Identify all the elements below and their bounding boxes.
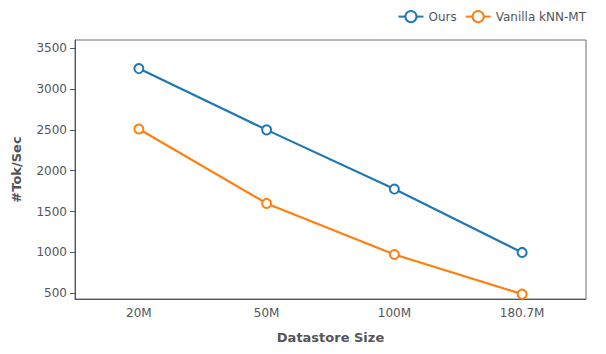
svg-text:Vanilla kNN-MT: Vanilla kNN-MT: [496, 10, 587, 24]
svg-text:1000: 1000: [36, 245, 67, 259]
svg-text:50M: 50M: [254, 306, 280, 320]
svg-text:Ours: Ours: [428, 10, 456, 24]
svg-text:3500: 3500: [36, 41, 67, 55]
svg-text:2000: 2000: [36, 164, 67, 178]
svg-text:500: 500: [44, 286, 67, 300]
svg-text:180.7M: 180.7M: [500, 306, 545, 320]
svg-text:100M: 100M: [378, 306, 411, 320]
svg-text:2500: 2500: [36, 123, 67, 137]
svg-text:1500: 1500: [36, 205, 67, 219]
svg-text:#Tok/Sec: #Tok/Sec: [9, 136, 24, 202]
svg-text:3000: 3000: [36, 82, 67, 96]
svg-text:20M: 20M: [126, 306, 152, 320]
svg-text:Datastore Size: Datastore Size: [277, 330, 385, 345]
